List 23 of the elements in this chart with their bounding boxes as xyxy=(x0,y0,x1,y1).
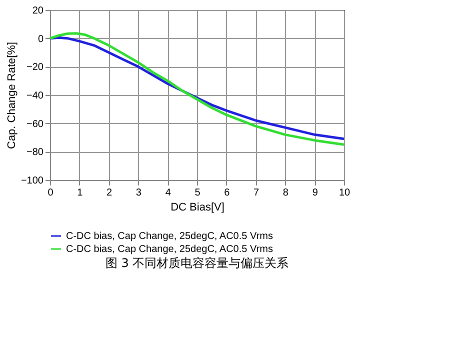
x-tick-label: 7 xyxy=(254,188,260,198)
x-tick-label: 2 xyxy=(106,188,113,198)
x-tick-label: 9 xyxy=(312,188,318,198)
y-tick-label: 0 xyxy=(38,34,44,45)
x-tick-label: 4 xyxy=(165,188,172,198)
text: 图 3 不同材质电容容量与偏压关系 xyxy=(105,256,289,270)
x-tick-label: 5 xyxy=(194,188,201,198)
y-tick-label: −40 xyxy=(26,90,44,102)
y-tick-label: −100 xyxy=(20,176,44,186)
x-axis-title: DC Bias[V] xyxy=(170,202,224,214)
x-tick-label: 10 xyxy=(338,188,350,198)
x-tick-label: 6 xyxy=(224,188,230,198)
y-axis-title: Cap. Change Rate[%] xyxy=(6,42,18,150)
y-tick-label: −60 xyxy=(26,118,44,130)
y-tick-label: −20 xyxy=(26,62,44,74)
y-tick-label: 20 xyxy=(32,6,44,16)
y-tick-label: −80 xyxy=(26,147,44,158)
legend-label: C-DC bias, Cap Change, 25degC, AC0.5 Vrms xyxy=(66,244,273,255)
x-tick-label: 0 xyxy=(48,188,54,198)
x-tick-label: 3 xyxy=(136,188,142,198)
x-tick-label: 1 xyxy=(77,188,84,198)
legend-label: C-DC bias, Cap Change, 25degC, AC0.5 Vrms xyxy=(66,231,273,242)
x-tick-label: 8 xyxy=(282,188,289,198)
